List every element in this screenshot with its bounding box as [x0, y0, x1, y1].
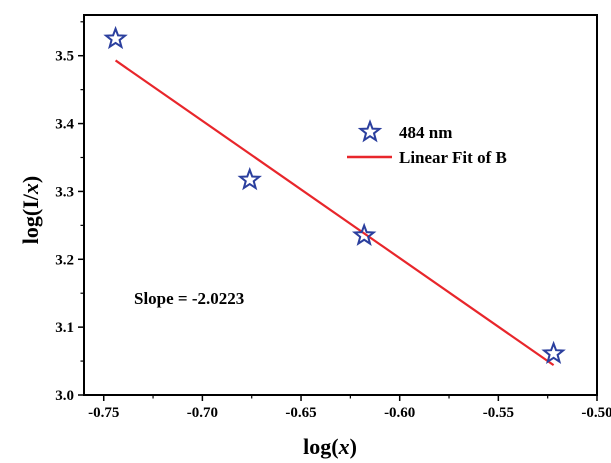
- slope-annotation: Slope = -2.0223: [134, 289, 244, 308]
- legend-star-shape: [357, 119, 383, 143]
- x-tick-label: -0.50: [581, 405, 611, 421]
- legend-label-linear-fit: Linear Fit of B: [399, 148, 507, 167]
- legend-label-484nm: 484 nm: [399, 123, 452, 142]
- plot-frame: [83, 14, 598, 396]
- y-axis: 3.0 3.1 3.2 3.3 3.4 3.5: [55, 21, 84, 404]
- y-axis-title: log(I/x): [18, 176, 43, 244]
- x-axis-title: log(x): [303, 434, 357, 459]
- linear-fit-line: [114, 59, 555, 367]
- data-point-star: [351, 222, 377, 246]
- x-tick-label: -0.65: [285, 405, 316, 421]
- y-tick-label: 3.4: [55, 117, 74, 133]
- plot-series: [103, 25, 566, 367]
- x-tick-label: -0.55: [483, 405, 514, 421]
- x-tick-label: -0.70: [187, 405, 218, 421]
- y-tick-label: 3.1: [55, 320, 74, 336]
- y-tick-label: 3.3: [55, 184, 74, 200]
- data-point-star: [237, 167, 262, 191]
- y-tick-label: 3.0: [55, 388, 74, 404]
- data-point-star: [541, 340, 566, 365]
- plot-frame-border: [83, 14, 598, 396]
- data-point-star: [103, 25, 128, 50]
- y-tick-label: 3.2: [55, 252, 74, 268]
- x-tick-label: -0.75: [88, 405, 119, 421]
- legend-star-marker: [357, 119, 383, 143]
- x-axis: -0.75 -0.70 -0.65 -0.60 -0.55 -0.50: [88, 395, 611, 421]
- legend: 484 nm Linear Fit of B: [347, 119, 507, 167]
- y-tick-label: 3.5: [55, 49, 74, 65]
- x-tick-label: -0.60: [384, 405, 415, 421]
